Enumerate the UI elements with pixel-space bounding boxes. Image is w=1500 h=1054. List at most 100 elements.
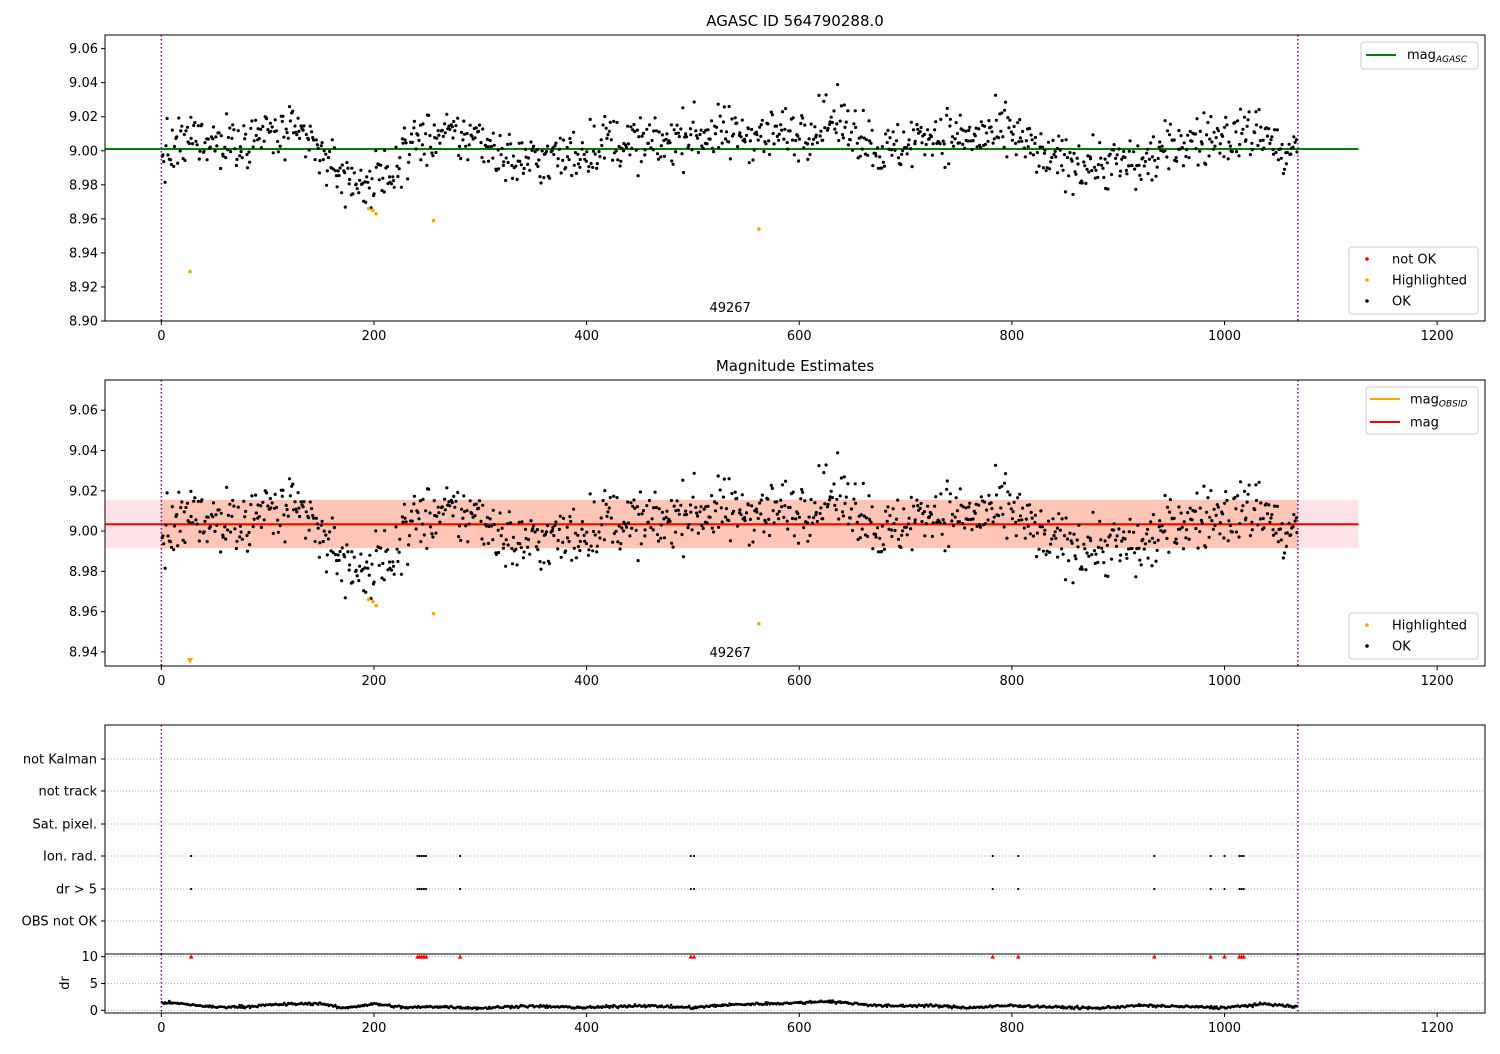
ok-point <box>1084 568 1088 572</box>
ok-point <box>904 525 909 529</box>
ok-point <box>584 159 589 163</box>
ok-point <box>700 523 704 528</box>
flag-point <box>190 887 193 891</box>
ok-point <box>957 141 962 145</box>
ok-point <box>849 130 854 134</box>
ok-point <box>317 171 321 175</box>
ok-point <box>177 490 181 494</box>
ok-point <box>951 144 956 148</box>
ok-point <box>307 516 311 520</box>
ok-point <box>350 166 354 170</box>
ok-point <box>1221 134 1225 138</box>
ok-point <box>1048 167 1052 171</box>
ok-point <box>1196 163 1200 167</box>
ok-point <box>537 158 541 162</box>
ok-point <box>221 535 225 539</box>
ok-point <box>695 134 699 138</box>
ok-point <box>1094 552 1098 556</box>
ok-point <box>746 503 751 507</box>
ok-point <box>975 145 979 149</box>
ok-point <box>1193 509 1198 513</box>
legend-label-main: mag <box>1410 416 1439 431</box>
ok-point <box>565 525 569 529</box>
ok-point <box>669 498 674 503</box>
ok-point <box>973 134 977 138</box>
ok-point <box>536 548 540 552</box>
ok-point <box>169 162 174 167</box>
ok-point <box>314 138 318 142</box>
ok-point <box>1100 163 1104 167</box>
ok-point <box>1014 520 1018 524</box>
ok-point <box>608 495 612 500</box>
ok-point <box>940 151 944 156</box>
ok-point <box>608 120 612 124</box>
ok-point <box>286 514 290 518</box>
ok-point <box>779 123 783 127</box>
ok-point <box>684 509 688 513</box>
ok-point <box>1141 156 1145 160</box>
ok-point <box>365 560 369 564</box>
ok-point <box>211 515 215 519</box>
ok-point <box>368 553 372 557</box>
ok-point <box>955 131 960 136</box>
ok-point <box>621 149 626 153</box>
ok-point <box>576 533 580 537</box>
flag-point <box>424 854 428 858</box>
ok-point <box>1165 155 1169 159</box>
dr-point <box>238 1003 241 1007</box>
ok-point <box>629 501 633 505</box>
ok-point <box>250 494 254 498</box>
ok-point <box>358 178 362 182</box>
ok-point <box>1051 138 1055 142</box>
ok-point <box>565 536 570 540</box>
dr-capped-marker <box>1208 954 1214 959</box>
ok-point <box>507 510 511 514</box>
ok-point <box>1253 131 1257 135</box>
ok-point <box>708 515 712 519</box>
ok-point <box>1225 498 1229 502</box>
ok-point <box>540 149 544 153</box>
ok-point <box>501 546 505 550</box>
ok-point <box>400 137 404 141</box>
ok-point <box>522 550 526 554</box>
ok-point <box>1123 155 1127 159</box>
ok-point <box>926 504 930 508</box>
highlighted-point <box>366 206 371 211</box>
ok-point <box>1254 123 1259 127</box>
ok-point <box>166 153 170 157</box>
ok-point <box>430 532 434 536</box>
flag-point <box>1238 854 1241 858</box>
ok-point <box>283 540 287 544</box>
ok-point <box>977 503 981 507</box>
ok-point <box>1099 538 1103 542</box>
ok-point <box>973 511 977 515</box>
ok-point <box>603 489 607 493</box>
ok-point <box>846 482 850 486</box>
ok-point <box>1000 484 1004 488</box>
dr-point <box>247 1004 251 1008</box>
ok-point <box>881 160 885 164</box>
ok-point <box>506 160 510 165</box>
ok-point <box>911 128 916 132</box>
ok-point <box>1267 503 1271 507</box>
ok-point <box>913 521 917 525</box>
ok-point <box>595 544 599 548</box>
ok-point <box>906 143 911 147</box>
ok-point <box>694 505 698 510</box>
ok-point <box>457 153 461 158</box>
ok-point <box>459 130 464 134</box>
ok-point <box>1128 517 1132 521</box>
ok-point <box>1055 526 1059 530</box>
ok-point <box>335 572 339 576</box>
ok-point <box>352 171 356 175</box>
ok-point <box>547 176 552 180</box>
ok-point <box>586 553 591 557</box>
dr-point <box>237 1006 240 1009</box>
flag-point <box>416 854 419 858</box>
ok-point <box>643 528 647 532</box>
ok-point <box>389 182 394 186</box>
ok-point <box>770 113 775 117</box>
ok-point <box>970 528 974 532</box>
ok-point <box>874 535 878 539</box>
ok-point <box>758 501 762 505</box>
